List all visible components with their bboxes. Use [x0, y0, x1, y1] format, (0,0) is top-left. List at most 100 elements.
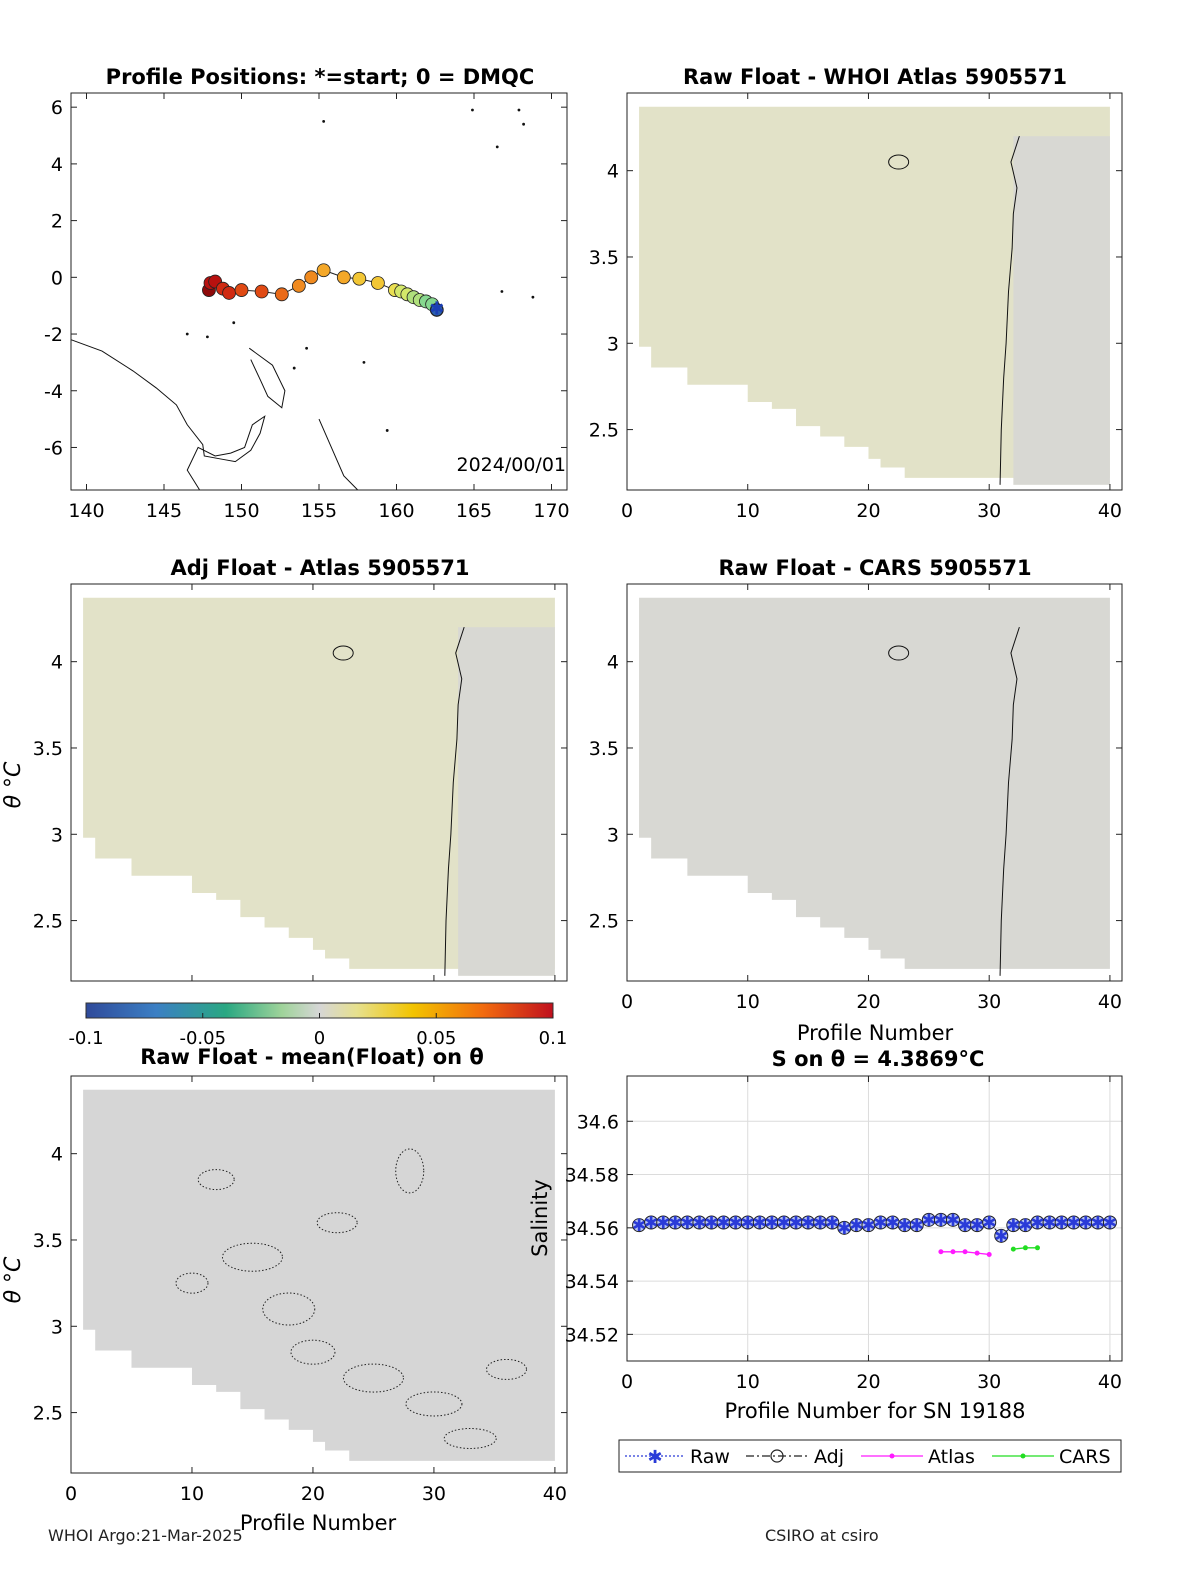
- map-coastline: [70, 339, 266, 491]
- adj-atlas-field: [83, 597, 555, 976]
- raw-whoi-ytick-label: 3.5: [589, 247, 619, 269]
- raw-cars-title: Raw Float - CARS 5905571: [718, 556, 1031, 580]
- map-xtick-label: 140: [68, 500, 104, 522]
- raw-whoi-xtick-label: 0: [621, 500, 633, 522]
- series-raw-point: ✱: [692, 1213, 706, 1233]
- series-raw-point: ✱: [813, 1213, 827, 1233]
- adj-atlas-contour: [444, 626, 465, 976]
- series-raw-point: ✱: [632, 1216, 646, 1236]
- map-ytick-label: -6: [44, 437, 63, 459]
- map-profile-point: [234, 283, 249, 297]
- map-profile-point: [336, 270, 351, 285]
- raw-whoi-title: Raw Float - WHOI Atlas 5905571: [683, 65, 1067, 89]
- series-raw-point: ✱: [1018, 1216, 1032, 1236]
- raw-mean-xtick-label: 20: [301, 1483, 325, 1505]
- series-raw-point: ✱: [1055, 1213, 1069, 1233]
- raw-cars-ytick-label: 2.5: [589, 911, 619, 933]
- raw-whoi-contour: [999, 135, 1020, 485]
- map-xtick-label: 160: [378, 500, 414, 522]
- adj-atlas-contour-ring: [332, 645, 354, 661]
- map-islet: [292, 366, 296, 370]
- footer-left: WHOI Argo:21-Mar-2025: [48, 1526, 243, 1545]
- map-ytick-label: 0: [51, 267, 63, 289]
- series-raw-point: ✱: [765, 1213, 779, 1233]
- legend-atlas-label: Atlas: [928, 1446, 975, 1468]
- series-atlas-point: [950, 1249, 956, 1255]
- map-profile-point: [370, 276, 385, 290]
- map-xtick-label: 145: [146, 500, 182, 522]
- series-raw-point: ✱: [994, 1227, 1008, 1247]
- map-ytick-label: 2: [51, 211, 63, 233]
- footer-right: CSIRO at csiro: [765, 1526, 879, 1545]
- raw-whoi-field: [639, 106, 1110, 485]
- raw-mean-contour-dotted: [405, 1391, 463, 1417]
- series-raw-point: ✱: [656, 1213, 670, 1233]
- raw-mean-xtick-label: 30: [422, 1483, 446, 1505]
- adj-atlas-ytick-label: 3: [51, 824, 63, 846]
- map-islet: [495, 145, 499, 149]
- series-atlas-point: [974, 1250, 980, 1256]
- raw-mean-contour-dotted: [290, 1339, 336, 1365]
- raw-mean-ytick-label: 2.5: [33, 1403, 63, 1425]
- raw-mean-contour-dotted: [175, 1272, 209, 1294]
- series-raw-point: ✱: [1006, 1216, 1020, 1236]
- series-raw-point: ✱: [837, 1219, 851, 1239]
- map-islet: [531, 295, 535, 299]
- salinity-xtick-label: 30: [977, 1371, 1001, 1393]
- adj-atlas-ytick-label: 3.5: [33, 738, 63, 760]
- series-raw-point: ✱: [1103, 1213, 1117, 1233]
- raw-mean-ytick-label: 3: [51, 1316, 63, 1338]
- map-profile-point: [254, 284, 269, 299]
- map-island: [248, 347, 286, 409]
- series-raw-point: ✱: [668, 1213, 682, 1233]
- raw-mean-ytick-label: 4: [51, 1144, 63, 1166]
- map-profile-point: [304, 270, 319, 285]
- raw-whoi-xtick-label: 30: [977, 500, 1001, 522]
- raw-mean-title: Raw Float - mean(Float) on θ: [140, 1045, 484, 1069]
- salinity-xtick-label: 20: [856, 1371, 880, 1393]
- map-ytick-label: 4: [51, 154, 63, 176]
- series-raw-point: ✱: [970, 1216, 984, 1236]
- map-islet: [471, 108, 474, 112]
- legend-atlas-marker: [889, 1453, 895, 1459]
- map-xtick-label: 155: [301, 500, 337, 522]
- salinity-xtick-label: 40: [1098, 1371, 1122, 1393]
- raw-whoi-contour-ring: [888, 154, 910, 170]
- salinity-ylabel: Salinity: [528, 1179, 552, 1257]
- salinity-title: S on θ = 4.3869°C: [772, 1047, 985, 1071]
- legend-adj-marker: [770, 1449, 784, 1463]
- legend-raw-marker: ✱: [647, 1447, 662, 1468]
- series-adj-point: [825, 1215, 840, 1230]
- raw-cars-ytick-label: 4: [607, 652, 619, 674]
- raw-mean-contour-dotted: [316, 1212, 358, 1234]
- raw-whoi-ytick-label: 4: [607, 161, 619, 183]
- salinity-xtick-label: 0: [621, 1371, 633, 1393]
- series-adj-point: [994, 1228, 1009, 1243]
- legend-raw-label: Raw: [690, 1446, 730, 1468]
- series-raw-point: ✱: [958, 1216, 972, 1236]
- series-raw-point: ✱: [753, 1213, 767, 1233]
- raw-cars-ytick-label: 3: [607, 824, 619, 846]
- raw-whoi-ytick-label: 3: [607, 333, 619, 355]
- map-axes-frame: [70, 92, 568, 491]
- series-raw-point: ✱: [1042, 1213, 1056, 1233]
- map-islet: [362, 360, 366, 364]
- salinity-ytick-label: 34.52: [565, 1324, 619, 1346]
- raw-cars-xtick-label: 10: [736, 991, 760, 1013]
- series-adj-point: [982, 1215, 997, 1230]
- raw-cars-field: [639, 597, 1110, 976]
- map-ytick-label: -4: [44, 381, 63, 403]
- raw-cars-xtick-label: 40: [1098, 991, 1122, 1013]
- map-islet: [517, 108, 521, 112]
- map-profile-point: [352, 271, 367, 286]
- series-atlas-point: [962, 1249, 968, 1255]
- salinity-legend: ✱ Raw Adj Atlas CARS: [618, 1439, 1122, 1473]
- map-ytick-label: 6: [51, 97, 63, 119]
- series-raw-point: ✱: [861, 1216, 875, 1236]
- map-islet: [305, 346, 308, 350]
- colorbar-tick-label: -0.1: [68, 1028, 103, 1049]
- raw-mean-xtick-label: 10: [180, 1483, 204, 1505]
- series-raw-point: ✱: [704, 1213, 718, 1233]
